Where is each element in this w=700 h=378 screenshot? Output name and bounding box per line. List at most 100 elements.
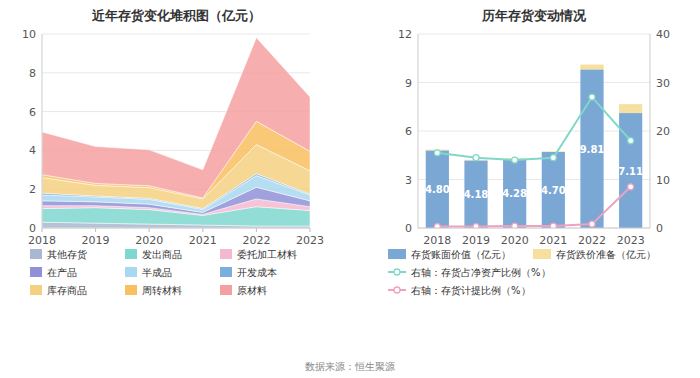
- line-marker: [628, 138, 634, 144]
- x-tick-label: 2022: [578, 234, 606, 247]
- x-tick-label: 2023: [296, 234, 324, 247]
- grid-line: [42, 34, 310, 35]
- data-label: 4.70: [541, 185, 566, 196]
- legend-marker: [394, 287, 400, 293]
- line-marker: [512, 223, 518, 228]
- legend-label: 在产品: [47, 267, 77, 278]
- y-axis-line: [42, 34, 43, 228]
- legend-label: 右轴：存货占净资产比例（%）: [411, 267, 551, 278]
- footer: 数据来源：恒生聚源: [305, 361, 395, 372]
- plot-area: [42, 38, 310, 228]
- legend-label: 其他存货: [47, 249, 87, 260]
- legend-label: 存货账面价值（亿元）: [411, 249, 511, 260]
- plot-area: [426, 65, 643, 228]
- legend-swatch: [125, 249, 137, 259]
- y-tick-label: 8: [29, 67, 36, 80]
- bar: [619, 104, 642, 113]
- line-marker: [589, 221, 595, 227]
- y-tick-label: 4: [29, 144, 36, 157]
- legend-swatch: [220, 285, 232, 295]
- grid-line: [418, 131, 650, 132]
- bar: [580, 65, 603, 70]
- legend-label: 发出商品: [142, 249, 182, 260]
- legend-marker: [394, 269, 400, 275]
- line-marker: [589, 94, 595, 100]
- y-axis-line: [418, 34, 419, 228]
- bar: [464, 160, 487, 228]
- y2-tick-label: 10: [656, 174, 670, 187]
- bar: [580, 69, 603, 228]
- line-marker: [473, 155, 479, 161]
- x-axis-line: [418, 228, 650, 229]
- data-label: 4.80: [425, 184, 450, 195]
- x-tick-label: 2022: [242, 234, 270, 247]
- y2-tick-label: 30: [656, 77, 670, 90]
- line-series: [437, 97, 630, 160]
- bar: [542, 152, 565, 228]
- y2-tick-label: 20: [656, 125, 670, 138]
- x-tick-label: 2021: [539, 234, 567, 247]
- area-series: [42, 38, 310, 198]
- x-tick-label: 2018: [28, 234, 56, 247]
- x-tick: [310, 228, 311, 232]
- bar: [503, 159, 526, 228]
- y-tick-label: 12: [398, 28, 412, 41]
- line-marker: [473, 224, 479, 228]
- y-tick-label: 2: [29, 183, 36, 196]
- legend-label: 半成品: [142, 267, 172, 278]
- y-tick-label: 9: [405, 77, 412, 90]
- x-tick: [42, 228, 43, 232]
- y-tick-label: 10: [22, 28, 36, 41]
- y-tick-label: 3: [405, 174, 412, 187]
- chart-canvas: 近年存货变化堆积图（亿元） 0 2 4 6 8 10 2018 2019 2020 2021 2022…: [0, 0, 700, 378]
- grid-line: [418, 179, 650, 180]
- x-tick-label: 2018: [423, 234, 451, 247]
- chart-title: 历年存货变动情况: [481, 8, 587, 23]
- x-tick-label: 2021: [189, 234, 217, 247]
- x-tick-label: 2020: [135, 234, 163, 247]
- x-tick-label: 2023: [617, 234, 645, 247]
- chart-title: 近年存货变化堆积图（亿元）: [91, 8, 261, 23]
- data-label: 7.11: [618, 166, 643, 177]
- background: [0, 0, 700, 378]
- legend-label: 开发成本: [237, 267, 277, 278]
- y-tick-label: 0: [405, 222, 412, 235]
- grid-line: [418, 34, 650, 35]
- legend-swatch: [30, 249, 42, 259]
- x-tick: [149, 228, 150, 232]
- y2-tick-label: 0: [656, 222, 663, 235]
- legend-label: 右轴：存货计提比例（%）: [411, 285, 531, 296]
- grid-line: [418, 82, 650, 83]
- y-tick-label: 6: [29, 106, 36, 119]
- legend-label: 存货跌价准备（亿元）: [556, 249, 656, 260]
- line-marker: [550, 155, 556, 161]
- data-label: 4.18: [464, 189, 489, 200]
- x-tick: [256, 228, 257, 232]
- legend-swatch: [125, 267, 137, 277]
- data-label: 9.81: [580, 144, 605, 155]
- legend-label: 周转材料: [142, 285, 182, 296]
- legend-label: 库存商品: [47, 285, 87, 296]
- line-marker: [434, 224, 440, 228]
- data-label: 4.28: [502, 188, 527, 199]
- grid-line: [418, 228, 650, 229]
- legend-swatch: [533, 249, 551, 259]
- grid-line: [42, 228, 310, 229]
- legend-swatch: [388, 249, 406, 259]
- bar: [426, 150, 449, 228]
- line-series: [437, 187, 630, 227]
- legend-swatch: [220, 249, 232, 259]
- legend-label: 委托加工材料: [237, 249, 297, 260]
- legend-swatch: [125, 285, 137, 295]
- x-tick: [95, 228, 96, 232]
- line-marker: [434, 150, 440, 156]
- legend-label: 原材料: [237, 285, 267, 296]
- line-marker: [550, 223, 556, 228]
- x-axis-line: [42, 228, 310, 229]
- bar: [542, 151, 565, 153]
- legend-swatch: [30, 285, 42, 295]
- x-tick-label: 2019: [462, 234, 490, 247]
- x-tick-label: 2020: [501, 234, 529, 247]
- line-marker: [628, 184, 634, 190]
- x-tick: [202, 228, 203, 232]
